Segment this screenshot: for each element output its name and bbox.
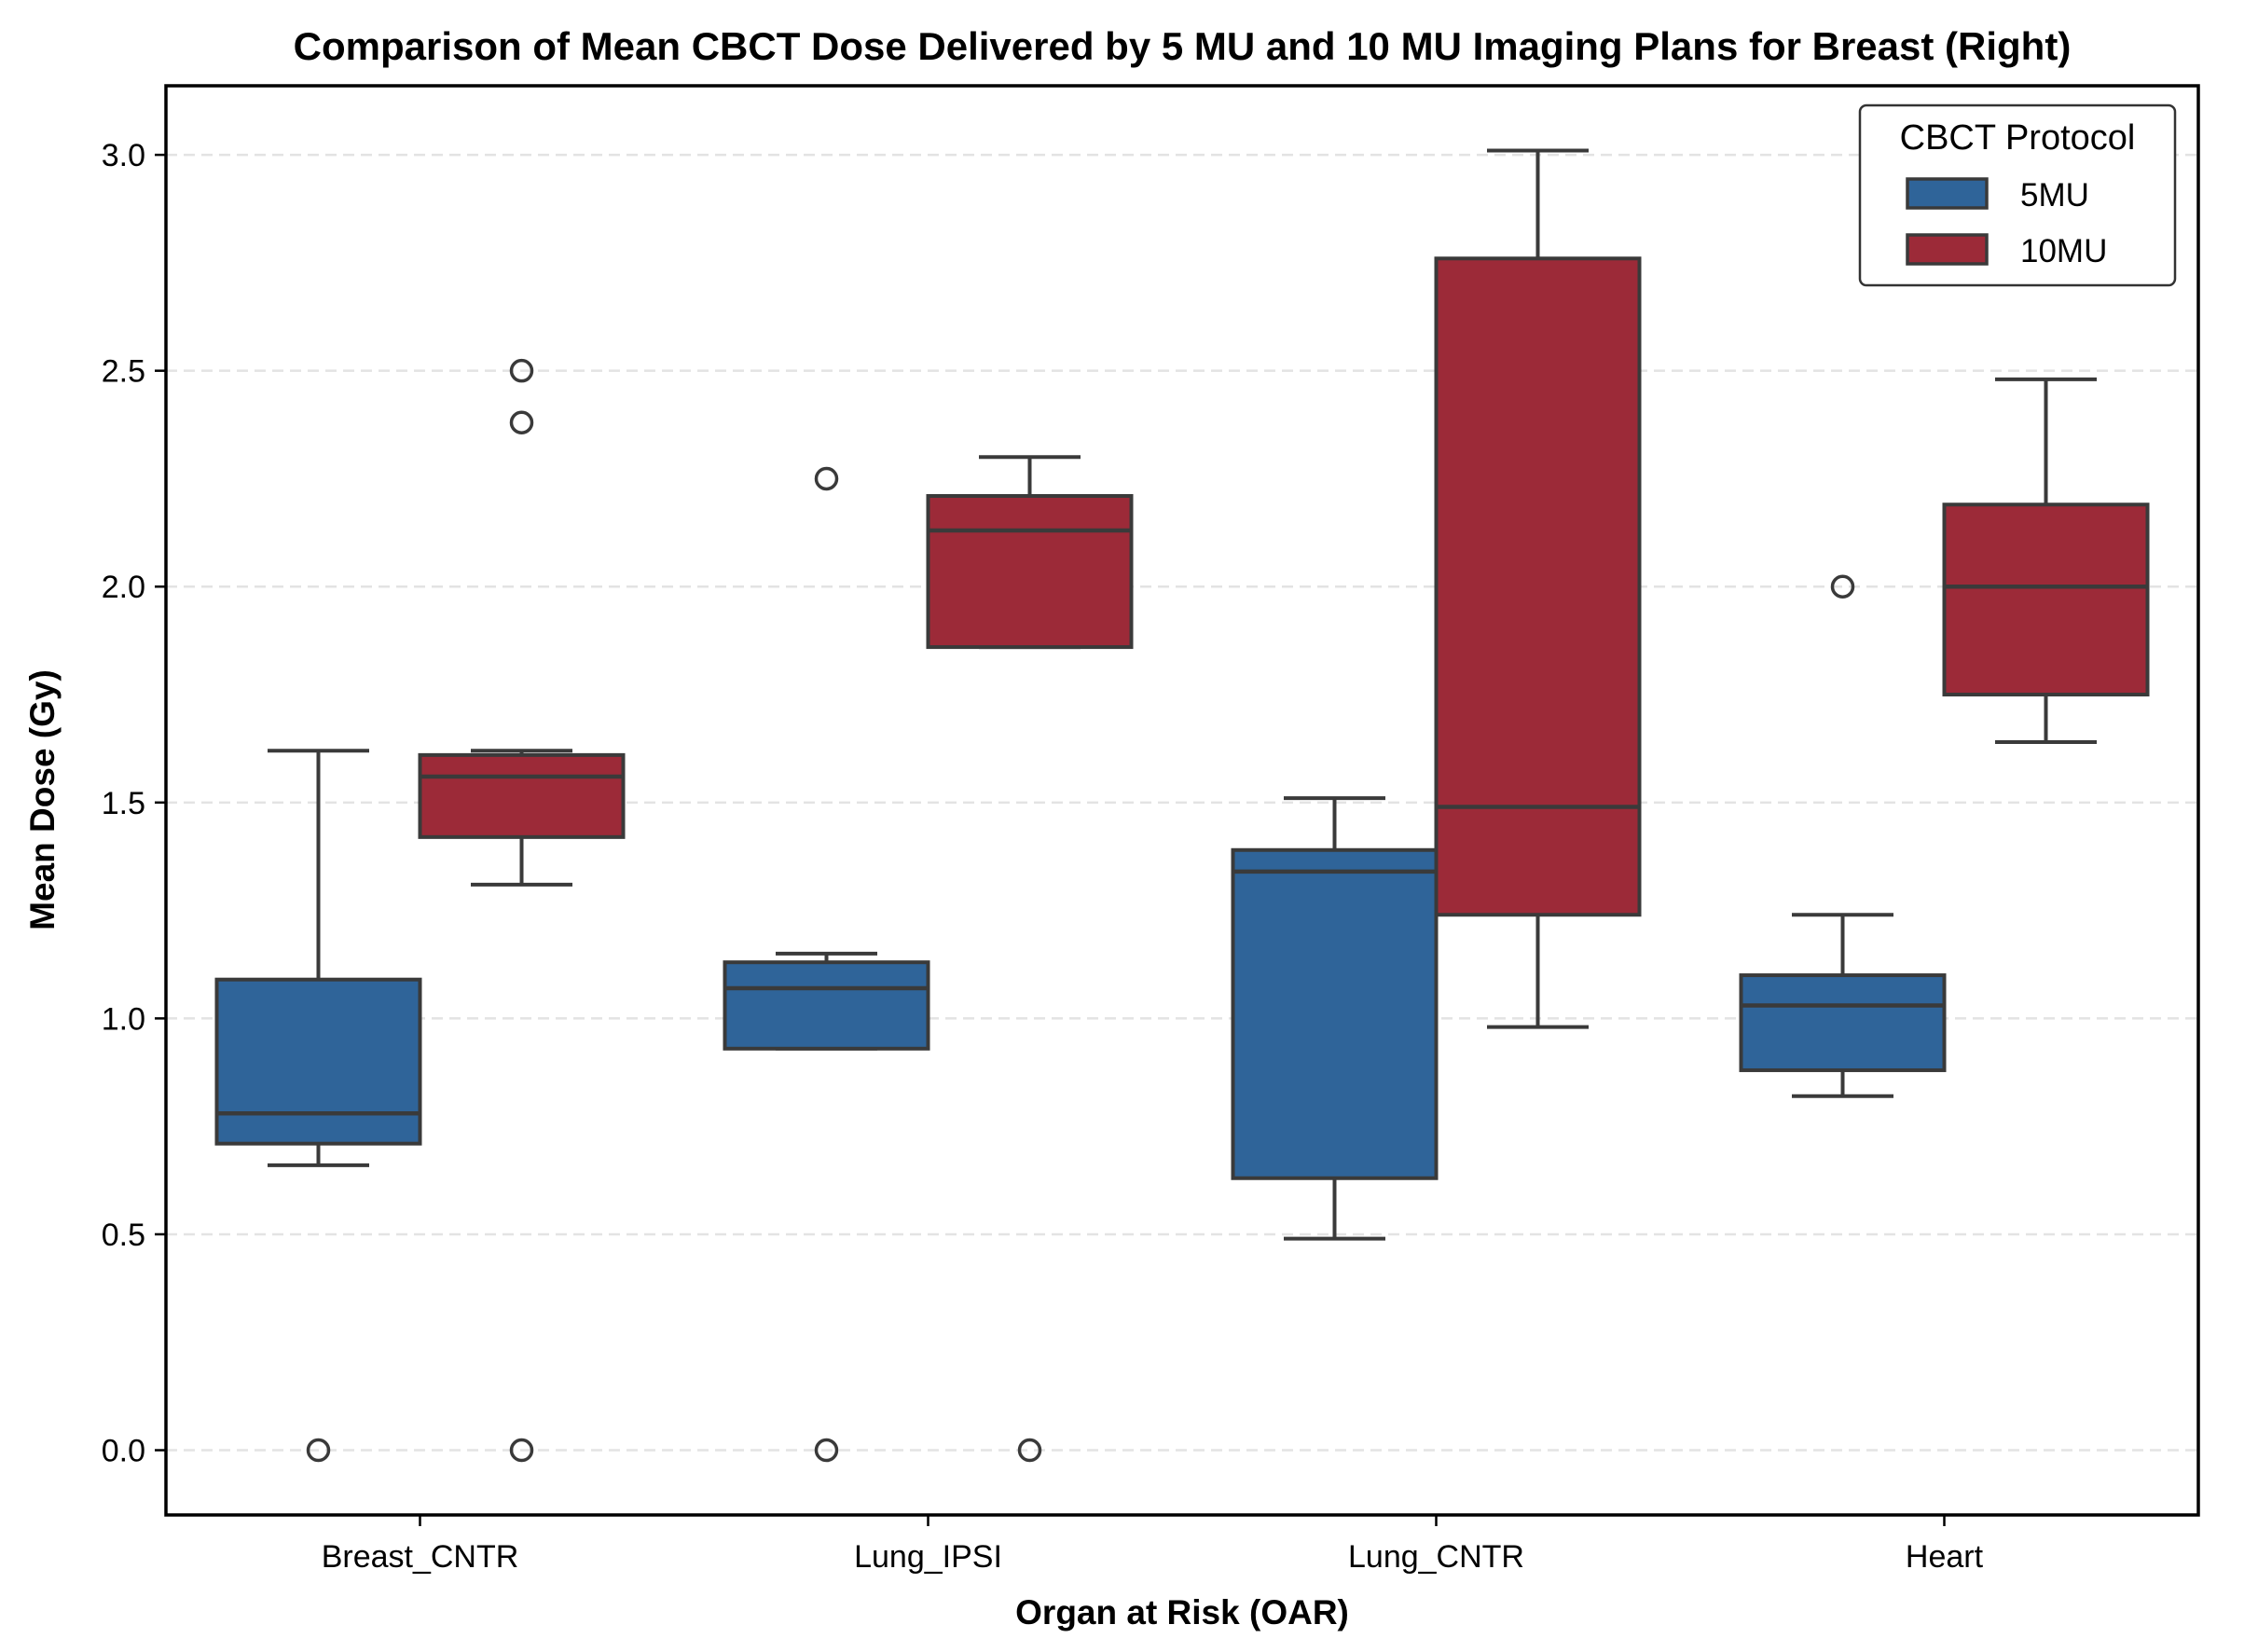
y-axis-label: Mean Dose (Gy): [23, 669, 62, 930]
x-axis: Breast_CNTR Lung_IPSI Lung_CNTR Heart: [322, 1515, 1984, 1575]
chart-title: Comparison of Mean CBCT Dose Delivered b…: [294, 24, 2072, 68]
legend-swatch-10mu: [1906, 233, 1989, 266]
box-10mu-lung_ipsi: [926, 455, 1134, 1463]
legend-swatch-5mu: [1906, 177, 1989, 210]
iqr-box: [1231, 847, 1439, 1180]
x-tick-label: Heart: [1906, 1539, 1984, 1575]
legend-title: CBCT Protocol: [1900, 118, 2136, 158]
y-tick-label: 1.5: [102, 786, 145, 821]
iqr-box: [214, 977, 422, 1146]
outlier-point: [1830, 574, 1855, 599]
legend-label-5mu: 5MU: [2020, 177, 2089, 213]
box-5mu-lung_cntr: [1231, 796, 1439, 1241]
iqr-box: [418, 752, 626, 839]
y-tick-label: 1.0: [102, 1001, 145, 1037]
outlier-point: [1017, 1438, 1042, 1463]
y-axis: 0.0 0.5 1.0 1.5 2.0 2.5 3.0: [102, 138, 166, 1469]
box-plots: [214, 148, 2150, 1463]
x-tick-label: Breast_CNTR: [322, 1539, 519, 1575]
outlier-point: [509, 1438, 534, 1463]
y-tick-label: 0.5: [102, 1218, 145, 1253]
y-tick-label: 0.0: [102, 1434, 145, 1469]
plot-area-frame: [164, 84, 2200, 1517]
outlier-point: [814, 1438, 839, 1463]
iqr-box: [926, 493, 1134, 650]
iqr-box: [723, 960, 930, 1051]
outlier-point: [814, 466, 839, 491]
box-5mu-heart: [1739, 574, 1947, 1098]
box-5mu-breast_cntr: [214, 749, 422, 1463]
box-10mu-heart: [1942, 377, 2150, 744]
iqr-box: [1942, 502, 2150, 697]
x-axis-label: Organ at Risk (OAR): [1015, 1593, 1349, 1631]
box-10mu-breast_cntr: [418, 358, 626, 1463]
iqr-box: [1434, 256, 1642, 917]
y-tick-label: 3.0: [102, 138, 145, 173]
x-tick-label: Lung_CNTR: [1348, 1539, 1524, 1575]
box-10mu-lung_cntr: [1434, 148, 1642, 1029]
box-5mu-lung_ipsi: [723, 466, 930, 1463]
outlier-point: [509, 410, 534, 435]
outlier-point: [509, 358, 534, 383]
y-tick-label: 2.5: [102, 354, 145, 390]
outlier-point: [306, 1438, 331, 1463]
legend: CBCT Protocol 5MU 10MU: [1858, 103, 2177, 287]
iqr-box: [1739, 973, 1947, 1072]
legend-label-10mu: 10MU: [2020, 233, 2107, 269]
y-tick-label: 2.0: [102, 570, 145, 605]
x-tick-label: Lung_IPSI: [854, 1539, 1002, 1575]
